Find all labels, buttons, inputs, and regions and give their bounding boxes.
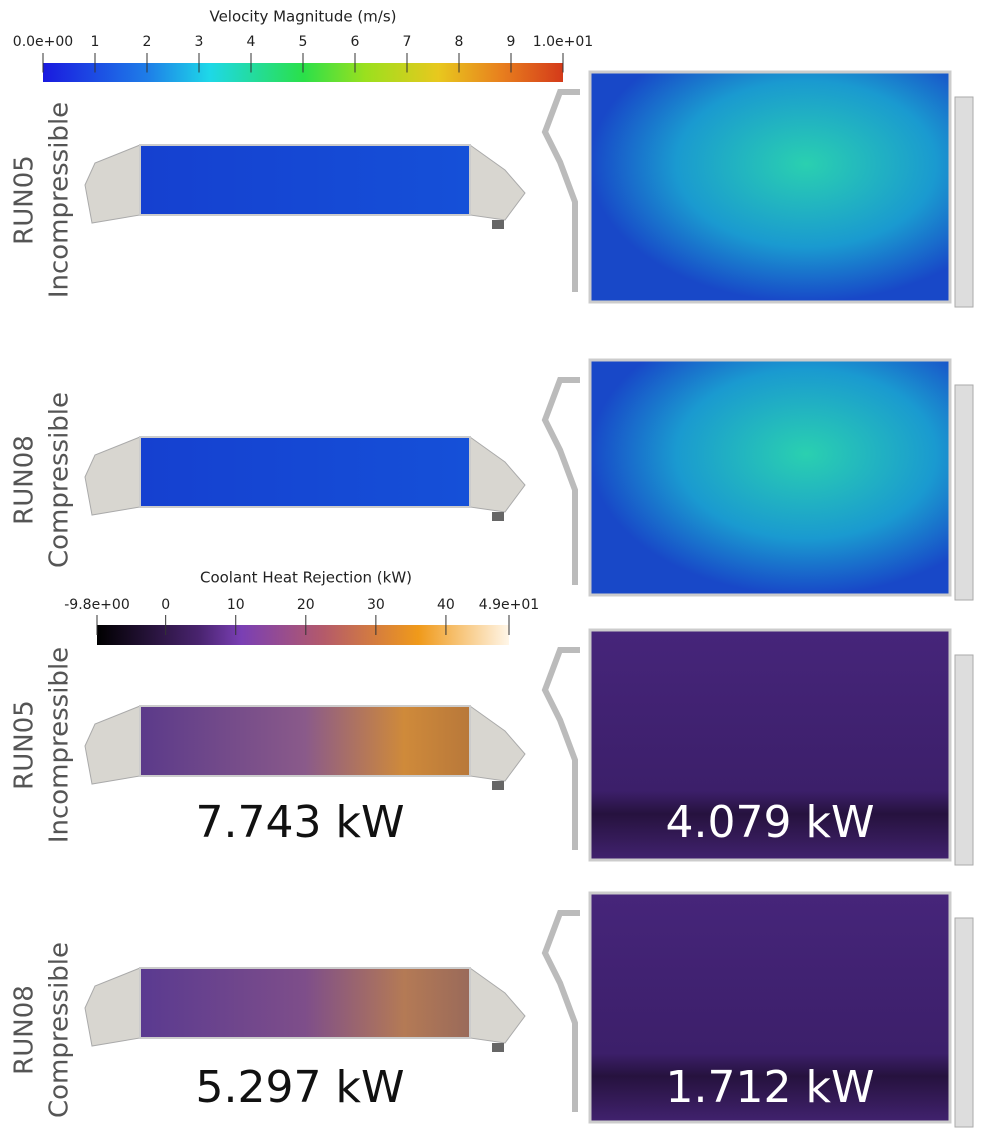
condenser-pipes — [541, 910, 580, 1112]
condenser-side — [954, 96, 974, 308]
radiator-bracket — [492, 781, 504, 790]
condenser-pipes — [541, 647, 580, 850]
colorbar-tick-label: 4 — [247, 34, 256, 50]
heat-value: 1.712 kW — [666, 1062, 875, 1113]
colorbar-tick-label: 4.9e+01 — [479, 597, 539, 613]
colorbar-tick-label: 0 — [161, 597, 170, 613]
colorbar-title: Coolant Heat Rejection (kW) — [200, 569, 412, 587]
colorbar-tick-label: 0.0e+00 — [13, 34, 73, 50]
panels — [84, 70, 974, 1128]
model-label: Compressible — [45, 392, 75, 568]
colorbar-tick-label: 8 — [455, 34, 464, 50]
condenser-side — [954, 384, 974, 601]
condenser-side — [954, 654, 974, 866]
colorbar-tick-label: 40 — [437, 597, 455, 613]
colorbar-title: Velocity Magnitude (m/s) — [209, 8, 396, 26]
heat-value: 4.079 kW — [666, 797, 875, 848]
colorbar-tick-label: 1 — [91, 34, 100, 50]
condenser-core — [588, 628, 952, 862]
condenser-pipes — [541, 377, 580, 585]
heat-value: 5.297 kW — [196, 1062, 405, 1113]
radiator-bracket — [492, 512, 504, 521]
colorbar-tick-label: 9 — [507, 34, 516, 50]
colorbar-tick-label: -9.8e+00 — [64, 597, 129, 613]
colorbar-tick-label: 30 — [367, 597, 385, 613]
colorbar-tick-label: 20 — [297, 597, 315, 613]
radiator-core — [139, 436, 471, 508]
colorbar — [97, 625, 509, 645]
model-label: Compressible — [45, 942, 75, 1118]
run-label: RUN05 — [10, 700, 40, 790]
colorbar-tick-label: 10 — [227, 597, 245, 613]
radiator-core — [139, 705, 471, 777]
model-label: Incompressible — [45, 647, 75, 843]
colorbar-tick-label: 7 — [403, 34, 412, 50]
radiator-core — [139, 144, 471, 216]
radiator-bracket — [492, 220, 504, 229]
run-label: RUN08 — [10, 985, 40, 1075]
run-label: RUN05 — [10, 155, 40, 245]
colorbar-tick-label: 5 — [299, 34, 308, 50]
model-label: Incompressible — [45, 102, 75, 298]
run-label: RUN08 — [10, 435, 40, 525]
condenser-core — [588, 891, 952, 1124]
colorbar-tick-label: 1.0e+01 — [533, 34, 593, 50]
condenser-side — [954, 917, 974, 1128]
radiator-bracket — [492, 1043, 504, 1052]
condenser-core — [588, 358, 952, 597]
condenser-pipes — [541, 89, 580, 292]
colorbar-tick-label: 6 — [351, 34, 360, 50]
condenser-core — [588, 70, 952, 304]
colorbar-tick-label: 3 — [195, 34, 204, 50]
radiator-core — [139, 967, 471, 1039]
colorbar-tick-label: 2 — [143, 34, 152, 50]
heat-value: 7.743 kW — [196, 797, 405, 848]
